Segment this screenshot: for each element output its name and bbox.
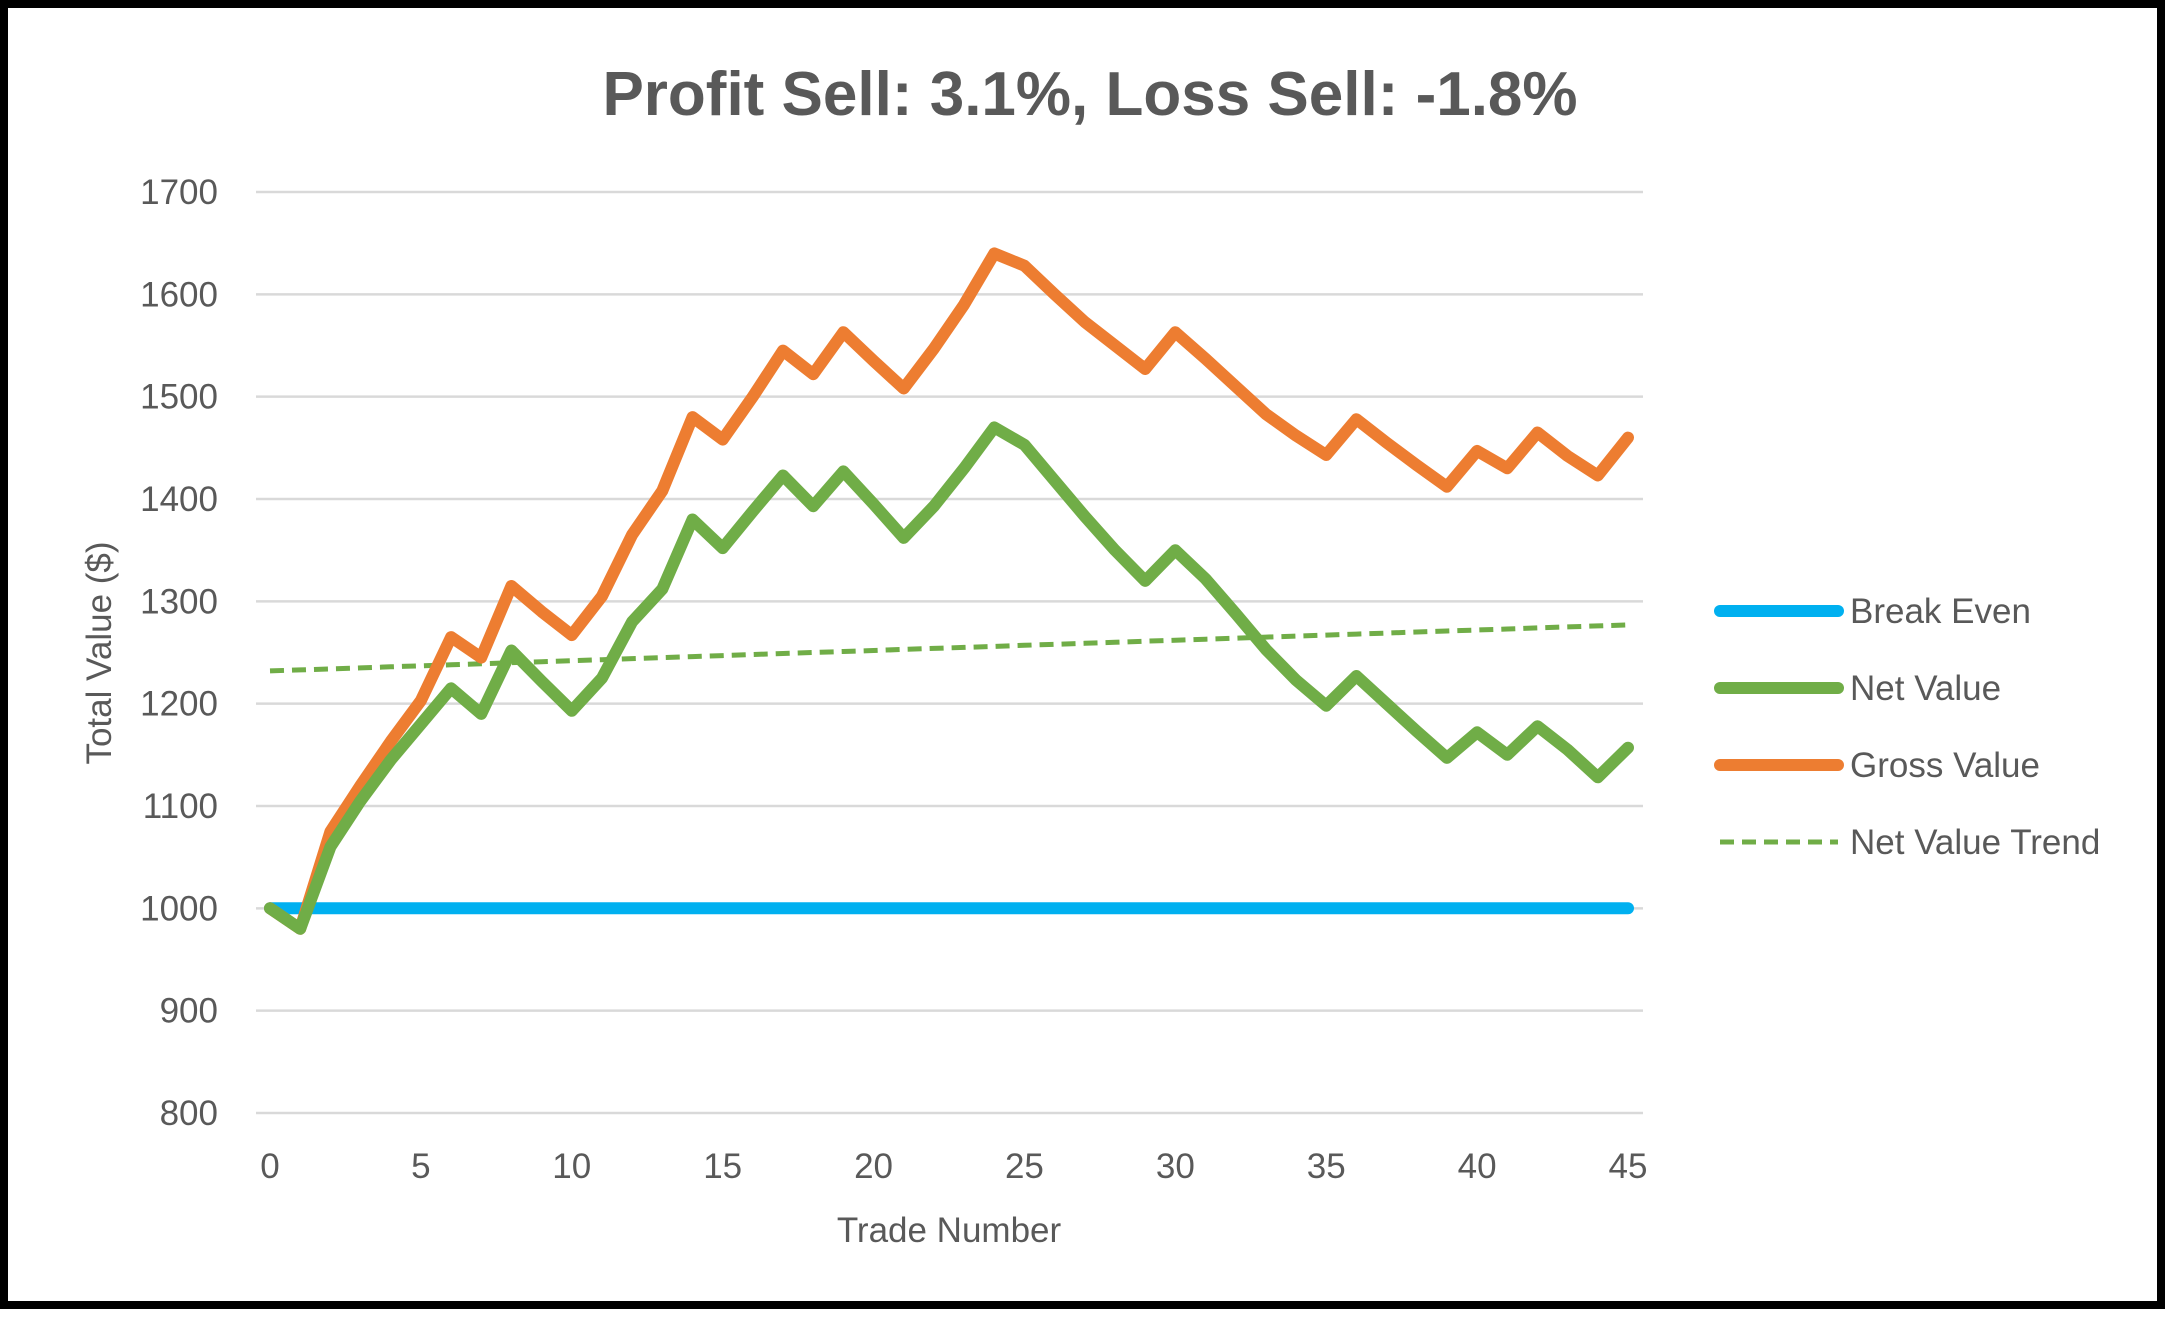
x-tick-label: 20 <box>854 1147 893 1186</box>
series-line-net-value-trend <box>269 622 1629 674</box>
x-tick-label: 35 <box>1307 1147 1346 1186</box>
legend-label-gross-value: Gross Value <box>1850 746 2040 785</box>
x-tick-label: 5 <box>411 1147 430 1186</box>
series-lines <box>264 247 1634 935</box>
y-tick-label: 1500 <box>140 378 218 417</box>
y-tick-label: 1100 <box>143 787 218 826</box>
x-tick-label: 25 <box>1005 1147 1044 1186</box>
legend-label-net-value-trend: Net Value Trend <box>1850 823 2100 862</box>
y-tick-label: 900 <box>160 992 218 1031</box>
x-tick-label: 10 <box>552 1147 591 1186</box>
y-tick-label: 1700 <box>140 173 218 212</box>
chart-title: Profit Sell: 3.1%, Loss Sell: -1.8% <box>602 60 1577 129</box>
x-tick-label: 15 <box>703 1147 742 1186</box>
series-line-net-value <box>264 421 1634 935</box>
y-tick-label: 1000 <box>140 889 218 928</box>
x-axis-ticks: 0 5 10 15 20 25 30 35 40 45 <box>260 1147 1647 1186</box>
legend-label-break-even: Break Even <box>1850 592 2031 631</box>
y-tick-label: 1600 <box>140 275 218 314</box>
x-tick-label: 0 <box>260 1147 279 1186</box>
legend-label-net-value: Net Value <box>1850 669 2001 708</box>
series-line-gross-value <box>264 247 1634 935</box>
line-chart: Profit Sell: 3.1%, Loss Sell: -1.8% 800 9… <box>80 60 2100 1250</box>
x-tick-label: 40 <box>1458 1147 1497 1186</box>
y-tick-label: 1400 <box>140 480 218 519</box>
y-tick-label: 1300 <box>140 582 218 621</box>
y-tick-label: 800 <box>160 1094 218 1133</box>
y-axis-label: Total Value ($) <box>80 541 119 764</box>
x-tick-label: 45 <box>1609 1147 1648 1186</box>
y-axis-ticks: 800 900 1000 1100 1200 1300 1400 1500 1600 1700 <box>140 173 218 1133</box>
y-tick-label: 1200 <box>140 685 218 724</box>
x-tick-label: 30 <box>1156 1147 1195 1186</box>
legend: Break Even Net Value Gross Value Net Value … <box>1714 592 2100 862</box>
x-axis-label: Trade Number <box>837 1211 1062 1250</box>
